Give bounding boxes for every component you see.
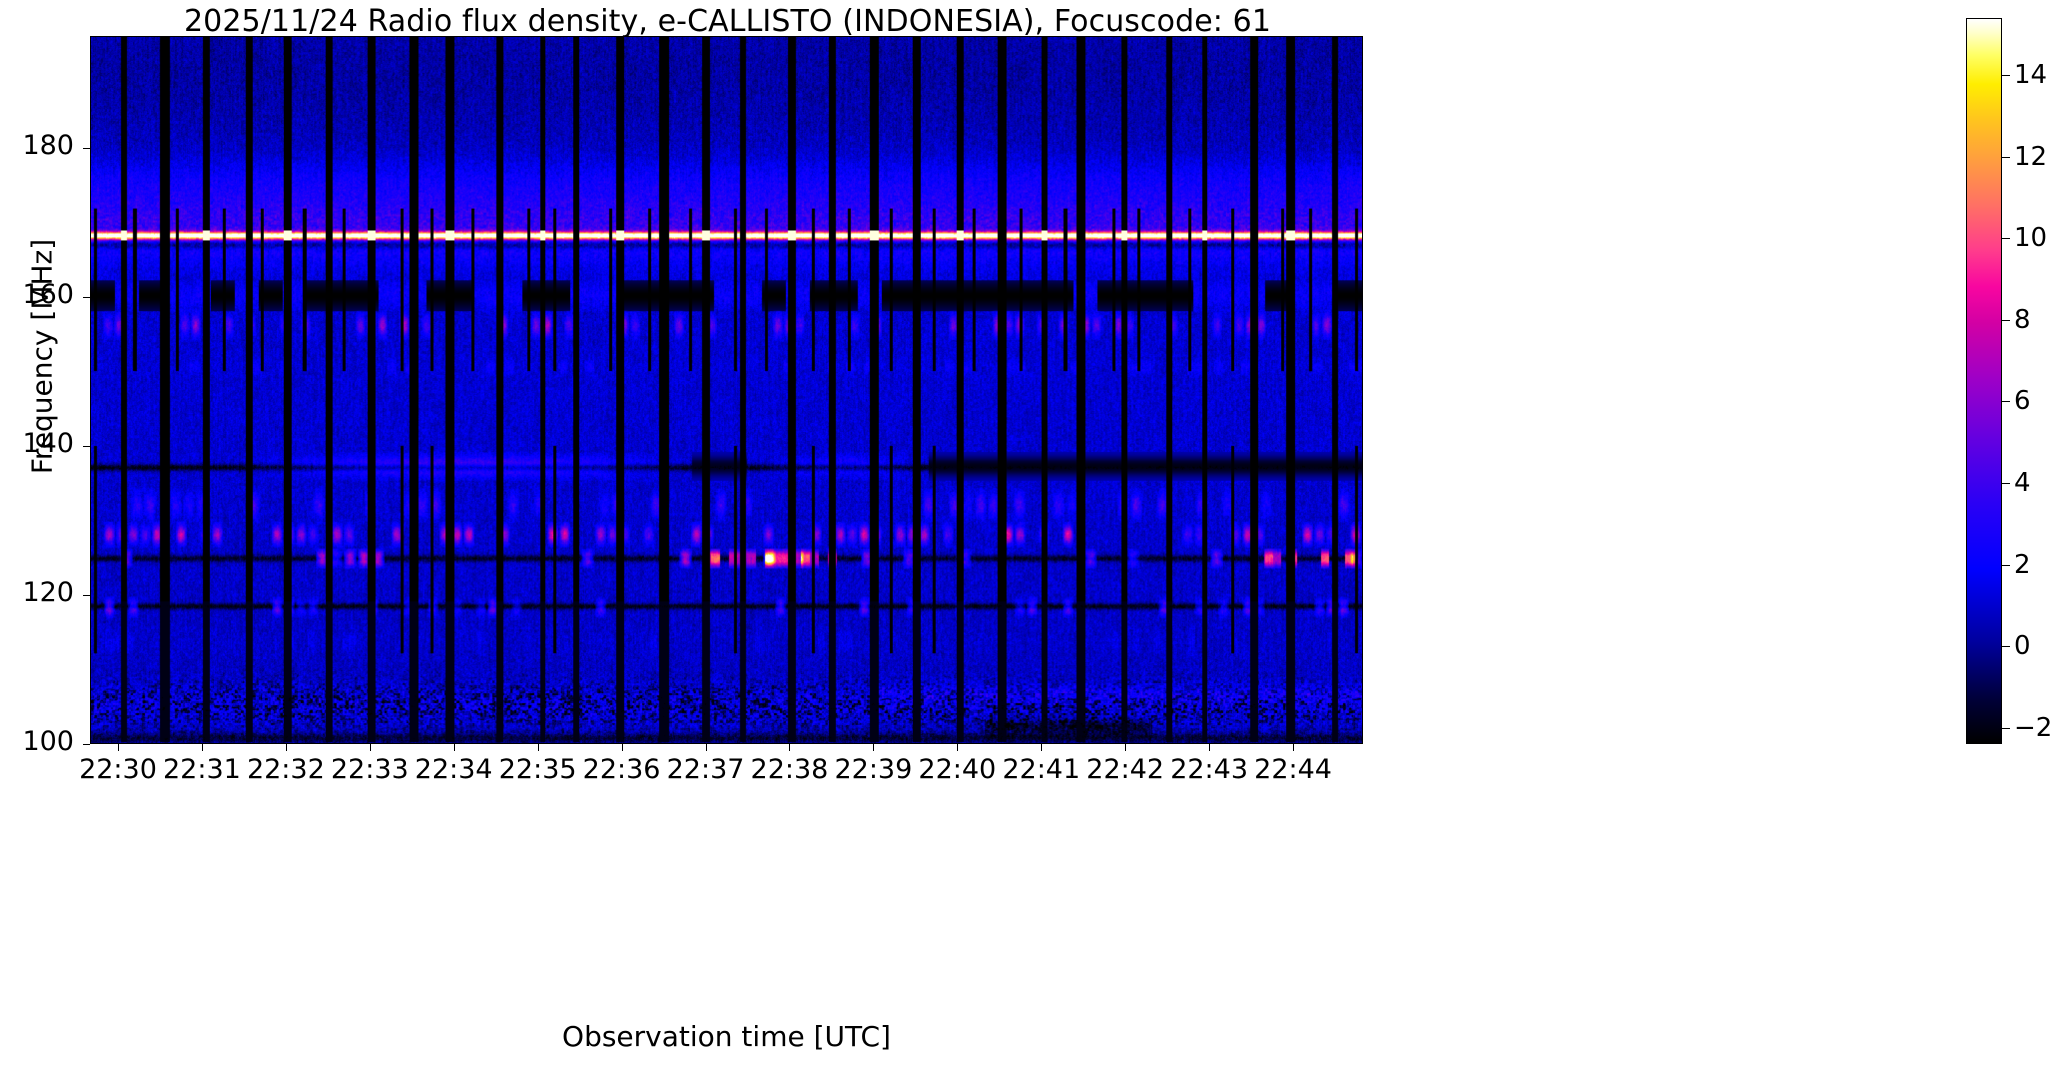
x-tick-mark (1293, 744, 1295, 751)
x-tick-label: 22:31 (163, 754, 241, 785)
x-tick-label: 22:44 (1254, 754, 1332, 785)
colorbar-tick-mark (2002, 75, 2010, 77)
x-tick-label: 22:40 (918, 754, 997, 785)
x-tick-mark (201, 744, 203, 751)
y-tick-mark (83, 445, 90, 447)
x-tick-mark (285, 744, 287, 751)
colorbar-tick-label: 8 (2014, 304, 2031, 335)
x-tick-mark (789, 744, 791, 751)
x-tick-label: 22:32 (246, 754, 325, 785)
x-tick-mark (873, 744, 875, 751)
y-tick-mark (83, 296, 90, 298)
x-tick-mark (453, 744, 455, 751)
spectrogram-image (91, 37, 1362, 743)
x-tick-mark (537, 744, 539, 751)
x-tick-label: 22:41 (1002, 754, 1081, 785)
x-tick-mark (1209, 744, 1211, 751)
x-tick-label: 22:33 (330, 754, 409, 785)
x-tick-mark (705, 744, 707, 751)
x-tick-label: 22:39 (834, 754, 913, 785)
colorbar-tick-label: 10 (2014, 223, 2048, 254)
x-tick-mark (1125, 744, 1127, 751)
x-tick-label: 22:37 (666, 754, 745, 785)
x-tick-label: 22:38 (750, 754, 829, 785)
x-tick-label: 22:34 (414, 754, 493, 785)
x-tick-mark (1041, 744, 1043, 751)
colorbar-tick-label: −2 (2014, 712, 2053, 743)
colorbar-tick-label: 2 (2014, 549, 2031, 580)
x-tick-label: 22:30 (79, 754, 157, 785)
y-tick-label: 180 (22, 129, 74, 161)
y-tick-label: 140 (22, 427, 74, 459)
colorbar-tick-label: 14 (2014, 60, 2048, 91)
y-tick-mark (83, 744, 90, 745)
colorbar-tick-label: 6 (2014, 386, 2031, 417)
colorbar-tick-label: 0 (2014, 631, 2031, 662)
colorbar-tick-mark (2002, 482, 2010, 484)
x-tick-label: 22:42 (1086, 754, 1165, 785)
y-tick-mark (83, 147, 90, 149)
colorbar-tick-mark (2002, 238, 2010, 240)
y-tick-label: 120 (22, 576, 74, 608)
colorbar-tick-mark (2002, 319, 2010, 321)
colorbar-tick-mark (2002, 727, 2010, 729)
x-tick-mark (117, 744, 119, 751)
x-tick-label: 22:35 (498, 754, 577, 785)
x-tick-label: 22:36 (582, 754, 661, 785)
x-axis-label: Observation time [UTC] (562, 1020, 891, 1053)
colorbar-tick-label: 4 (2014, 467, 2031, 498)
y-axis-label: Frequency [MHz] (25, 238, 59, 475)
colorbar-tick-mark (2002, 646, 2010, 648)
y-tick-mark (83, 594, 90, 596)
x-tick-mark (369, 744, 371, 751)
y-tick-label: 100 (22, 726, 74, 757)
figure-title: 2025/11/24 Radio flux density, e-CALLIST… (183, 4, 1272, 39)
colorbar-tick-mark (2002, 156, 2010, 158)
colorbar-tick-mark (2002, 564, 2010, 566)
y-tick-label: 160 (22, 278, 74, 310)
colorbar-gradient (1966, 18, 2002, 744)
colorbar-tick-label: 12 (2014, 141, 2048, 172)
spectrogram-axes[interactable] (90, 36, 1363, 744)
x-tick-label: 22:43 (1170, 754, 1249, 785)
x-tick-mark (621, 744, 623, 751)
colorbar-tick-mark (2002, 401, 2010, 403)
x-tick-mark (957, 744, 959, 751)
